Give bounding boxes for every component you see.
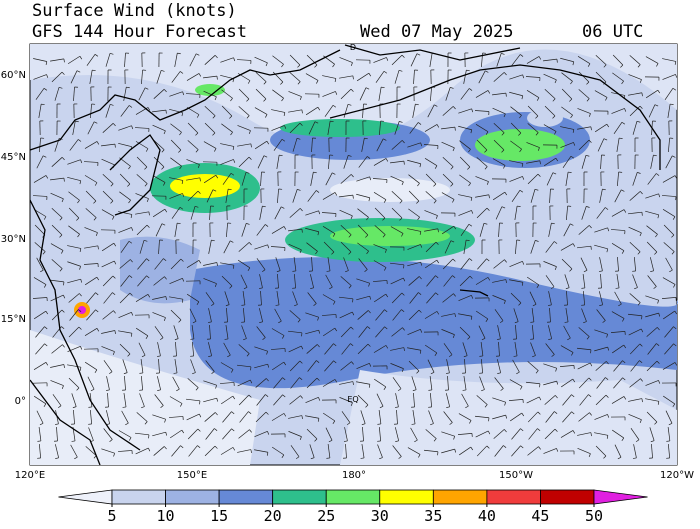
- colorbar-tick-label: 5: [107, 507, 116, 525]
- colorbar-tick-label: 25: [317, 507, 335, 525]
- lat-label: 0°: [15, 396, 26, 407]
- lat-label: 60°N: [1, 70, 26, 81]
- wind-area: [527, 109, 563, 127]
- colorbar-end: [594, 490, 648, 504]
- lon-label: 120°W: [660, 470, 694, 481]
- colorbar-end: [58, 490, 112, 504]
- lat-label: 45°N: [1, 152, 26, 163]
- map: 60°N 45°N 30°N 15°N 0° 120°E 150°E 180° …: [1, 43, 694, 481]
- wind-area: [330, 226, 450, 246]
- colorbar-tick-label: 20: [264, 507, 282, 525]
- colorbar-tick-label: 10: [157, 507, 175, 525]
- colorbar-segment: [112, 490, 166, 504]
- lon-label: 180°: [342, 470, 366, 481]
- lat-label: 15°N: [1, 314, 26, 325]
- date: Wed 07 May 2025: [360, 22, 514, 42]
- colorbar-segment: [326, 490, 380, 504]
- colorbar-tick-label: 15: [210, 507, 228, 525]
- colorbar-segment: [433, 490, 487, 504]
- lat-label: 30°N: [1, 234, 26, 245]
- colorbar-segment: [273, 490, 327, 504]
- colorbar-tick-label: 50: [585, 507, 603, 525]
- map-annotation: EQ: [347, 395, 358, 404]
- colorbar-segment: [166, 490, 220, 504]
- colorbar-tick-label: 30: [371, 507, 389, 525]
- colorbar: 5 10 15 20 25 30 35 40 45 50: [58, 490, 647, 525]
- subtitle: GFS 144 Hour Forecast: [32, 22, 247, 42]
- map-annotation: D: [350, 43, 356, 52]
- wind-area: [340, 370, 677, 465]
- title: Surface Wind (knots): [32, 1, 237, 21]
- wind-area: [120, 237, 200, 304]
- colorbar-tick-label: 35: [424, 507, 442, 525]
- colorbar-tick-label: 40: [478, 507, 496, 525]
- colorbar-tick-label: 45: [531, 507, 549, 525]
- colorbar-segment: [540, 490, 594, 504]
- lon-label: 150°E: [177, 470, 207, 481]
- lon-label: 120°E: [15, 470, 45, 481]
- wind-area: [330, 178, 450, 202]
- lon-label: 150°W: [499, 470, 533, 481]
- time: 06 UTC: [582, 22, 643, 42]
- colorbar-segment: [219, 490, 273, 504]
- wind-area: [280, 119, 400, 137]
- colorbar-segment: [487, 490, 541, 504]
- colorbar-segment: [380, 490, 434, 504]
